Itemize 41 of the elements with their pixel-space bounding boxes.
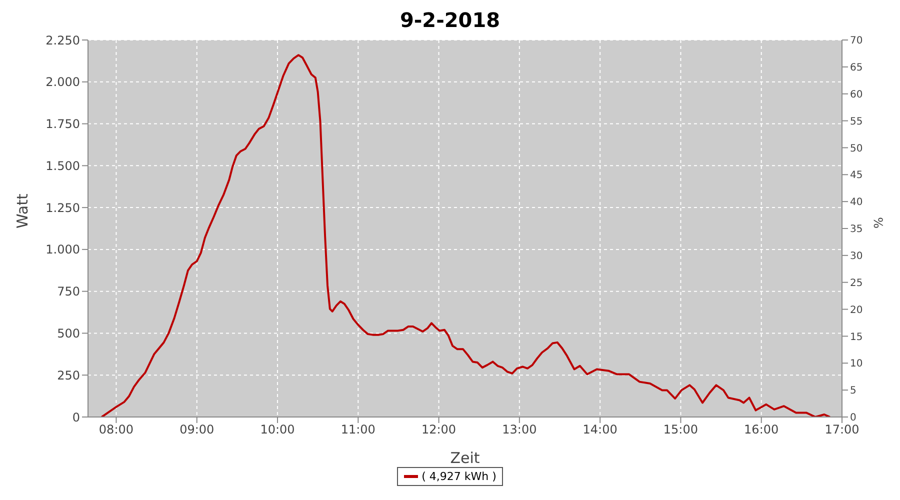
x-tick-label: 09:00 <box>180 422 214 437</box>
y-tick-label: 1.750 <box>46 117 80 132</box>
y2-tick-label: 65 <box>850 62 863 74</box>
y2-axis-title: % <box>870 217 885 228</box>
y-tick-label: 1.000 <box>46 242 80 257</box>
x-tick-label: 12:00 <box>421 422 456 437</box>
y2-tick-label: 40 <box>850 197 863 208</box>
y-tick-label: 0 <box>72 410 80 424</box>
x-tick-label: 15:00 <box>663 422 698 437</box>
y2-tick-label: 20 <box>850 304 863 316</box>
y2-tick-label: 10 <box>850 358 863 370</box>
y-tick-label: 750 <box>57 284 80 299</box>
y2-tick-label: 70 <box>850 36 863 47</box>
x-axis-title: Zeit <box>450 449 480 467</box>
y-axis-title: Watt <box>13 194 32 228</box>
x-tick-label: 13:00 <box>502 422 537 437</box>
x-tick-label: 16:00 <box>744 422 779 437</box>
y2-tick-label: 35 <box>850 224 863 236</box>
y2-tick-label: 25 <box>850 278 863 289</box>
x-tick-label: 14:00 <box>582 422 618 437</box>
y-tick-label: 1.250 <box>46 200 80 215</box>
x-tick-label: 08:00 <box>98 422 134 437</box>
y2-tick-label: 15 <box>850 332 863 343</box>
y-tick-label: 1.500 <box>46 158 80 173</box>
y-tick-label: 500 <box>57 326 80 340</box>
y2-tick-label: 50 <box>850 143 863 154</box>
y2-tick-label: 60 <box>850 89 863 100</box>
y2-tick-label: 45 <box>850 170 863 182</box>
x-tick-label: 17:00 <box>824 422 860 437</box>
y2-tick-label: 0 <box>850 412 856 424</box>
chart-title: 9-2-2018 <box>398 8 502 34</box>
x-tick-label: 11:00 <box>340 422 376 437</box>
y2-tick-label: 55 <box>850 116 863 128</box>
line-series <box>100 54 831 417</box>
x-tick-label: 10:00 <box>260 422 295 437</box>
y-tick-label: 2.000 <box>46 75 80 90</box>
y2-tick-label: 5 <box>850 386 856 397</box>
y-tick-label: 250 <box>57 368 80 382</box>
y2-tick-label: 30 <box>850 250 863 262</box>
y-tick-label: 2.250 <box>46 33 80 48</box>
legend-label: ( 4,927 kWh ) <box>422 470 496 483</box>
